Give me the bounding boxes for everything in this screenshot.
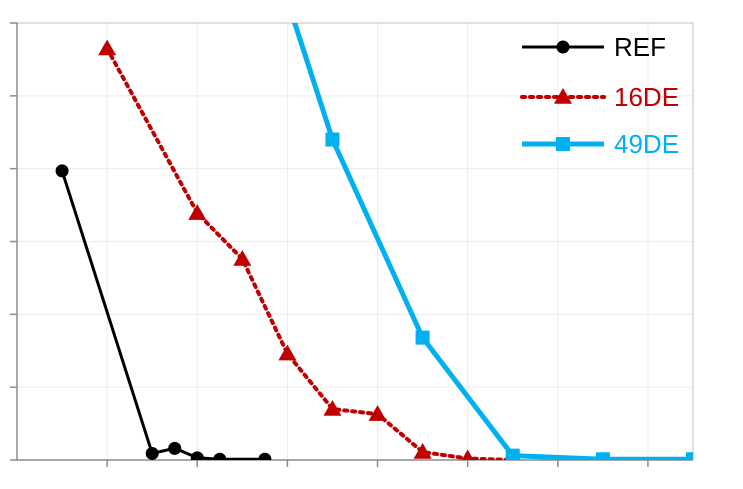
series-2-point	[325, 132, 340, 147]
legend-item-2-marker-swatch	[556, 137, 570, 151]
axes	[10, 22, 694, 467]
legend-item-0-label: REF	[614, 32, 666, 62]
legend-item-2-label: 49DE	[614, 129, 679, 159]
series-1-line	[105, 46, 515, 460]
series-1-point	[278, 344, 297, 361]
series-1-point	[233, 249, 252, 266]
legend-item-1-marker-swatch	[554, 88, 572, 104]
series-layer	[55, 23, 693, 460]
series-1-point	[323, 400, 342, 416]
series-0-group	[55, 164, 272, 460]
series-2-group	[292, 23, 693, 460]
series-2-point	[415, 330, 430, 345]
series-1-point	[188, 204, 207, 220]
legend: REF 16DE 49DE	[520, 32, 679, 159]
grid-lines	[17, 22, 693, 460]
legend-item-1-label: 16DE	[614, 82, 679, 112]
series-2-point	[595, 452, 610, 460]
series-1-group	[98, 39, 518, 460]
series-1-point	[98, 39, 117, 56]
series-0-point	[145, 446, 159, 460]
series-0-point	[190, 451, 204, 460]
series-0-point	[168, 441, 182, 455]
series-0-point	[258, 452, 272, 460]
series-0-line	[60, 170, 265, 460]
legend-item-2: 49DE	[522, 129, 679, 159]
series-1-point	[368, 405, 387, 421]
series-0-point	[213, 452, 227, 460]
legend-item-1: 16DE	[520, 82, 679, 112]
series-2-line	[292, 23, 693, 460]
series-2-point	[505, 448, 520, 460]
legend-item-0: REF	[522, 32, 666, 62]
legend-item-0-marker-swatch	[556, 40, 570, 54]
series-1-point	[413, 442, 432, 459]
series-2-point	[686, 452, 693, 460]
series-0-point	[55, 164, 69, 178]
series-1-point	[461, 449, 474, 460]
